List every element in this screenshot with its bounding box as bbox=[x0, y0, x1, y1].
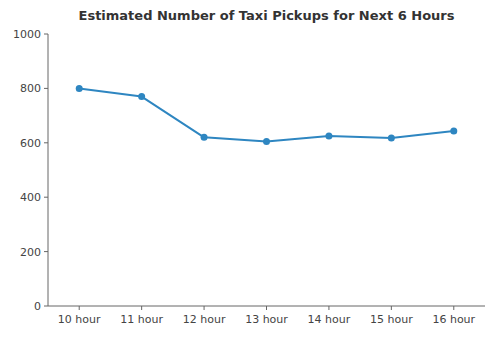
y-tick-label: 200 bbox=[20, 246, 41, 259]
marker bbox=[450, 128, 457, 135]
x-tick bbox=[266, 306, 267, 310]
x-tick bbox=[204, 306, 205, 310]
x-tick bbox=[391, 306, 392, 310]
y-tick-label: 600 bbox=[20, 137, 41, 150]
y-axis: 0 200 400 600 800 1000 bbox=[13, 28, 48, 313]
x-axis: 10 hour 11 hour 12 hour 13 hour 14 hour 15 ho… bbox=[48, 306, 485, 326]
y-tick bbox=[44, 251, 48, 252]
line bbox=[79, 88, 454, 141]
x-tick-label: 13 hour bbox=[245, 313, 288, 326]
chart: Estimated Number of Taxi Pickups for Nex… bbox=[0, 0, 499, 342]
x-tick-label: 12 hour bbox=[183, 313, 226, 326]
x-tick bbox=[141, 306, 142, 310]
y-tick bbox=[44, 197, 48, 198]
plot-area bbox=[76, 85, 458, 145]
x-tick-label: 11 hour bbox=[120, 313, 163, 326]
x-tick-label: 15 hour bbox=[370, 313, 413, 326]
marker bbox=[388, 134, 395, 141]
x-tick bbox=[328, 306, 329, 310]
title: Estimated Number of Taxi Pickups for Nex… bbox=[79, 8, 455, 23]
y-tick-label: 1000 bbox=[13, 28, 41, 41]
x-tick bbox=[79, 306, 80, 310]
x-tick-label: 14 hour bbox=[308, 313, 351, 326]
y-tick bbox=[44, 88, 48, 89]
marker bbox=[76, 85, 83, 92]
marker bbox=[263, 138, 270, 145]
marker bbox=[325, 133, 332, 140]
x-tick-label: 16 hour bbox=[432, 313, 475, 326]
y-tick bbox=[44, 306, 48, 307]
x-tick-label: 10 hour bbox=[58, 313, 101, 326]
y-axis-line bbox=[48, 34, 49, 306]
y-tick-label: 800 bbox=[20, 82, 41, 95]
marker bbox=[201, 134, 208, 141]
marker bbox=[138, 93, 145, 100]
y-tick bbox=[44, 142, 48, 143]
y-tick-label: 0 bbox=[34, 300, 41, 313]
x-tick bbox=[453, 306, 454, 310]
chart-container: Estimated Number of Taxi Pickups for Nex… bbox=[0, 0, 499, 342]
y-tick-label: 400 bbox=[20, 191, 41, 204]
y-tick bbox=[44, 34, 48, 35]
